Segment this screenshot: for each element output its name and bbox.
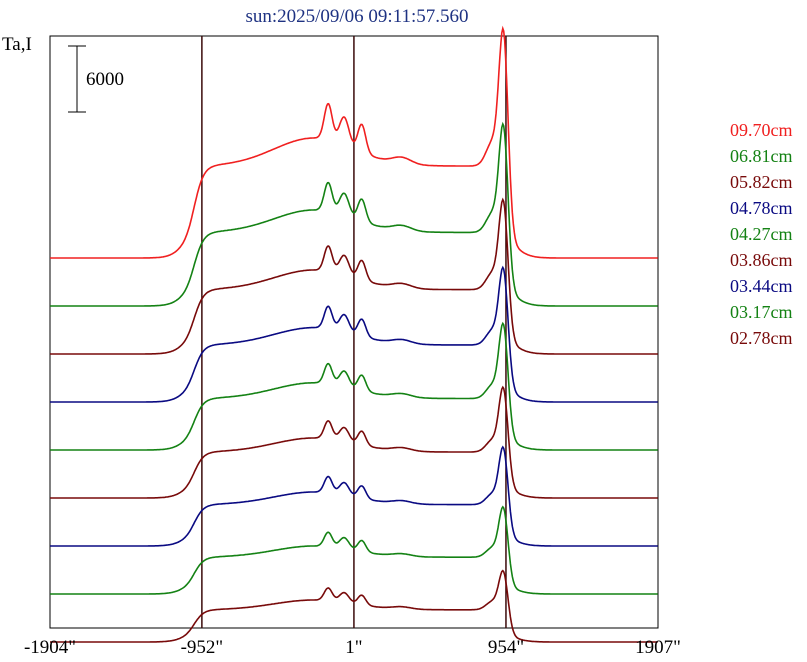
trace-06-81cm (50, 121, 658, 307)
x-axis-ticks: -1904" -952" 1" 954" 1907" (24, 637, 681, 658)
chart-title: sun:2025/09/06 09:11:57.560 (245, 6, 468, 27)
x-tick-label: 1" (345, 637, 362, 658)
legend-entry: 09.70cm (730, 120, 793, 140)
x-tick-label: 954" (488, 637, 524, 658)
legend-entry: 03.86cm (730, 250, 793, 270)
scale-bar: 6000 (68, 45, 124, 113)
legend-entry: 03.44cm (730, 276, 793, 296)
legend-entry: 06.81cm (730, 146, 793, 166)
legend-entry: 03.17cm (730, 302, 793, 322)
y-axis-label: Ta,I (2, 34, 32, 55)
legend-entry: 04.78cm (730, 198, 793, 218)
legend-entry: 04.27cm (730, 224, 793, 244)
vertical-markers (201, 36, 507, 628)
trace-09-70cm (50, 25, 658, 259)
x-tick-label: -1904" (24, 637, 76, 658)
x-tick-label: 1907" (635, 637, 681, 658)
trace-02-78cm (50, 569, 658, 643)
trace-04-78cm (50, 265, 658, 403)
scale-bar-label: 6000 (86, 69, 124, 90)
x-tick-label: -952" (181, 637, 224, 658)
trace-group (50, 25, 658, 643)
legend: 09.70cm 06.81cm 05.82cm 04.78cm 04.27cm 03.86… (730, 120, 793, 348)
legend-entry: 02.78cm (730, 328, 793, 348)
legend-entry: 05.82cm (730, 172, 793, 192)
trace-03-86cm (50, 385, 658, 499)
trace-03-17cm (50, 505, 658, 595)
trace-04-27cm (50, 321, 658, 451)
trace-05-82cm (50, 197, 658, 355)
trace-03-44cm (50, 445, 658, 547)
